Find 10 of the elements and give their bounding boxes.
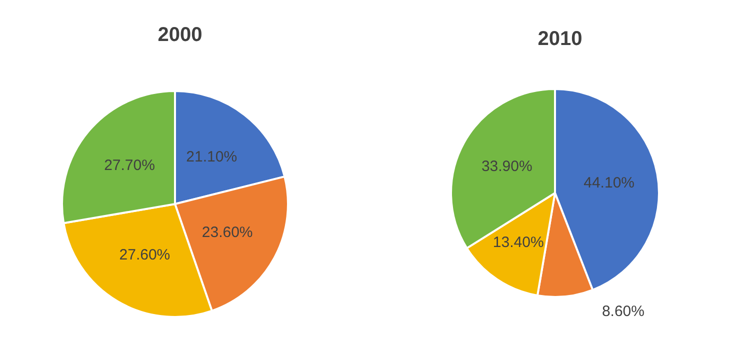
data-label: 33.90%	[481, 158, 532, 175]
data-label: 27.60%	[119, 246, 170, 264]
data-label: 13.40%	[492, 234, 544, 252]
data-label: 23.60%	[202, 224, 253, 241]
chart-title: 2000	[158, 24, 202, 46]
data-label: 21.10%	[186, 148, 238, 166]
chart-title: 2010	[538, 28, 582, 50]
data-label: 8.60%	[602, 302, 644, 320]
data-label: 44.10%	[584, 174, 634, 192]
data-label: 27.70%	[104, 157, 155, 174]
